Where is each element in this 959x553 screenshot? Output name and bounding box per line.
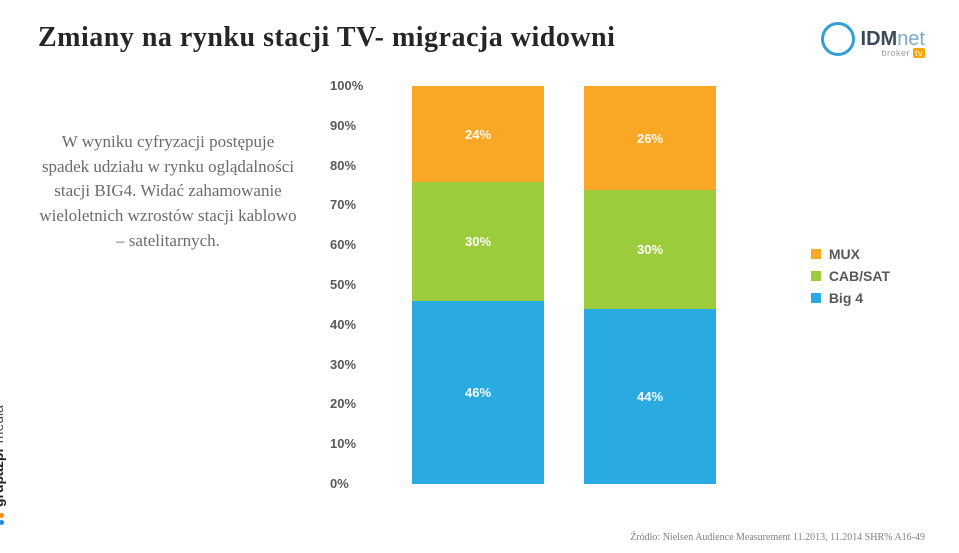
y-tick-label: 50%	[330, 277, 356, 292]
legend-label: CAB/SAT	[829, 268, 890, 284]
bar-2013-mux: 24%	[412, 86, 544, 182]
stacked-bar-chart: 0% 10% 20% 30% 40% 50% 60% 70% 80% 90% 100% 46% 30…	[330, 80, 890, 510]
chart-plot-area: 46% 30% 24% 44% 30% 26%	[374, 86, 734, 484]
legend-item-cabsat: CAB/SAT	[811, 268, 890, 284]
y-tick-label: 0%	[330, 476, 349, 491]
y-tick-label: 90%	[330, 118, 356, 133]
bar-2013-cabsat: 30%	[412, 182, 544, 301]
chart-legend: MUX CAB/SAT Big 4	[811, 240, 890, 312]
bar-2014: 44% 30% 26%	[584, 309, 716, 484]
bar-2014-big4: 44%	[584, 309, 716, 484]
bar-2014-mux: 26%	[584, 86, 716, 190]
bar-2013: 46% 30% 24%	[412, 301, 544, 484]
page-title: Zmiany na rynku stacji TV- migracja wido…	[38, 22, 615, 54]
y-tick-label: 80%	[330, 158, 356, 173]
y-tick-label: 70%	[330, 197, 356, 212]
legend-label: MUX	[829, 246, 860, 262]
legend-swatch	[811, 271, 821, 281]
grupazpr-logo-text: grupazpr media	[0, 405, 6, 507]
value-label: 30%	[637, 242, 663, 257]
bar-2013-big4: 46%	[412, 301, 544, 484]
y-tick-label: 60%	[330, 237, 356, 252]
value-label: 26%	[637, 131, 663, 146]
grupazpr-logo: grupazpr media	[0, 405, 6, 525]
legend-swatch	[811, 249, 821, 259]
legend-swatch	[811, 293, 821, 303]
y-tick-label: 20%	[330, 396, 356, 411]
idmnet-logo-icon	[821, 22, 855, 56]
body-paragraph: W wyniku cyfryzacji postępuje spadek udz…	[38, 130, 298, 253]
legend-label: Big 4	[829, 290, 863, 306]
legend-item-big4: Big 4	[811, 290, 890, 306]
source-caption: Źródło: Nielsen Audience Measurement 11.…	[630, 532, 925, 543]
value-label: 30%	[465, 234, 491, 249]
legend-item-mux: MUX	[811, 246, 890, 262]
grupazpr-logo-icon	[0, 513, 4, 525]
bar-2014-cabsat: 30%	[584, 190, 716, 309]
y-tick-label: 30%	[330, 357, 356, 372]
y-tick-label: 100%	[330, 78, 363, 93]
y-tick-label: 10%	[330, 436, 356, 451]
value-label: 24%	[465, 127, 491, 142]
y-tick-label: 40%	[330, 317, 356, 332]
idmnet-logo-subtitle: broker tv	[881, 48, 925, 58]
value-label: 46%	[465, 385, 491, 400]
value-label: 44%	[637, 389, 663, 404]
